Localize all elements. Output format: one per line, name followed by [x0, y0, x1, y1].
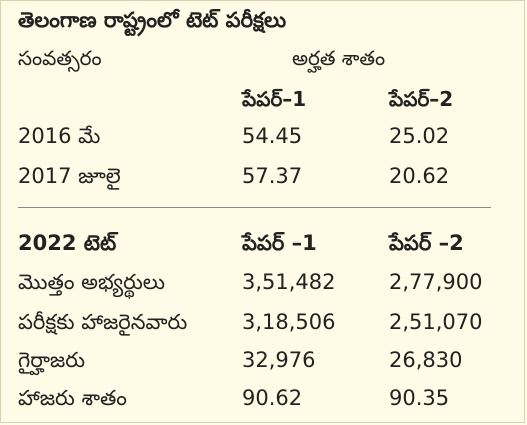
row-paper2-value: 90.35 — [389, 386, 450, 410]
row-label: 2016 మే — [18, 124, 101, 148]
row-paper2-value: 2,51,070 — [389, 310, 483, 334]
row-label: గైర్హాజరు — [18, 348, 85, 372]
row-paper1-value: 32,976 — [242, 348, 316, 372]
row-label: హాజరు శాతం — [18, 386, 127, 410]
row-paper2-value: 20.62 — [389, 164, 450, 188]
row-paper2-value: 26,830 — [389, 348, 463, 372]
row-label: మొత్తం అభ్యర్థులు — [18, 270, 165, 294]
row-paper2-value: 2,77,900 — [389, 270, 483, 294]
row-label: పరీక్షకు హాజరైనవారు — [18, 310, 188, 334]
row-paper1-value: 57.37 — [242, 164, 303, 188]
row-paper1-value: 3,51,482 — [242, 270, 336, 294]
year-column-header: సంవత్సరం — [18, 46, 102, 70]
section-divider — [18, 207, 491, 208]
paper1-column-header: పేపర్–1 — [242, 87, 307, 111]
tet-2022-header: 2022 టెట్ — [18, 231, 117, 255]
row-paper1-value: 54.45 — [242, 124, 303, 148]
paper2-column-header: పేపర్–2 — [389, 87, 454, 111]
qualification-percent-header: అర్హత శాతం — [292, 46, 386, 70]
row-label: 2017 జూలై — [18, 164, 121, 188]
paper2-column-header-2022: పేపర్ –2 — [389, 231, 464, 255]
paper1-column-header-2022: పేపర్ –1 — [242, 231, 317, 255]
row-paper1-value: 90.62 — [242, 386, 303, 410]
row-paper2-value: 25.02 — [389, 124, 450, 148]
table-title: తెలంగాణ రాష్ట్రంలో టెట్ పరీక్షలు — [18, 8, 287, 32]
row-paper1-value: 3,18,506 — [242, 310, 336, 334]
